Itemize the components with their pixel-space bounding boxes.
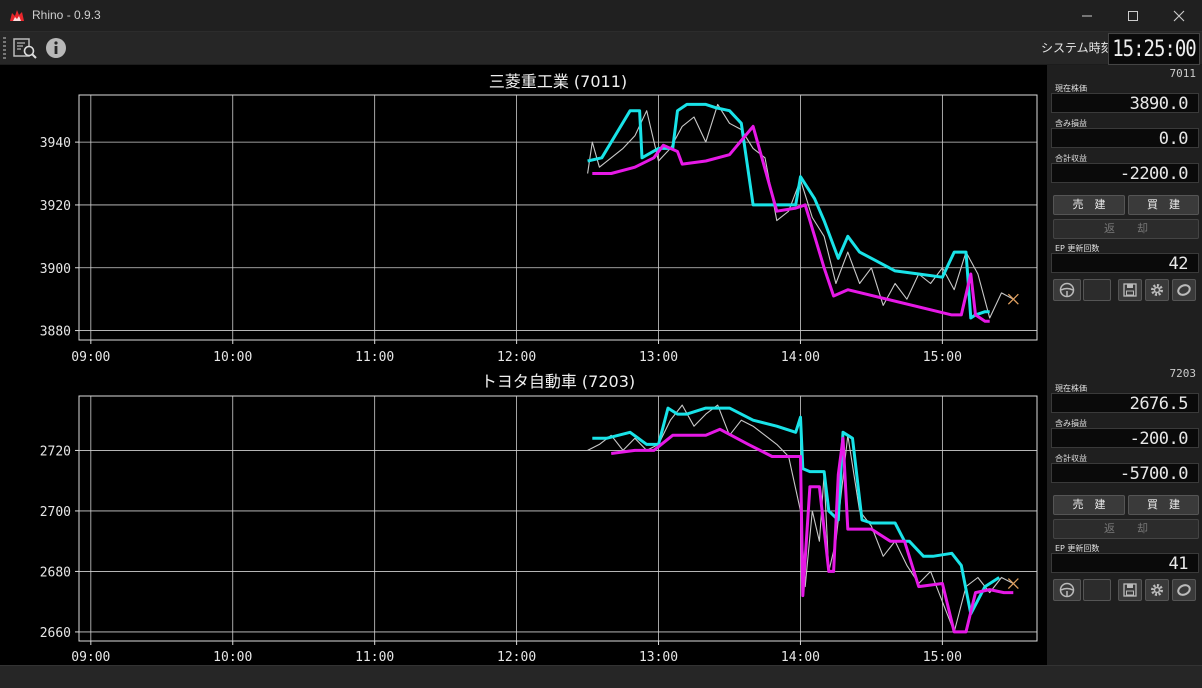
x-tick-label: 11:00 xyxy=(355,650,394,665)
y-tick-label: 2720 xyxy=(40,444,71,459)
close-icon xyxy=(1173,10,1185,21)
gear-icon xyxy=(1151,284,1163,296)
cycle-button[interactable] xyxy=(1172,279,1196,301)
unrealized-pl-label: 含み損益 xyxy=(1055,119,1087,128)
gear-icon xyxy=(1151,584,1163,596)
status-bar xyxy=(0,665,1202,688)
y-tick-label: 3920 xyxy=(40,199,71,214)
title-bar: Rhino - 0.9.3 xyxy=(0,0,1202,32)
current-price-value: 2676.5 xyxy=(1051,393,1199,414)
maximize-icon xyxy=(1128,10,1138,21)
charts-svg: 09:00 10:00 11:00 12:00 13:00 14:00 15:00 3880 3… xyxy=(40,72,1038,665)
info-icon[interactable] xyxy=(45,37,67,59)
blank-button[interactable] xyxy=(1083,579,1111,601)
chart-title: トヨタ自動車 (7203) xyxy=(481,372,635,391)
ticker-code: 7203 xyxy=(1169,367,1197,380)
x-tick-label: 09:00 xyxy=(71,650,110,665)
charts-area: 09:00 10:00 11:00 12:00 13:00 14:00 15:00 3880 3… xyxy=(0,65,1047,665)
side-panel: 7011 現在株価 3890.0 含み損益 0.0 合計収益 -2200.0 売… xyxy=(1047,65,1202,665)
total-profit-value: -2200.0 xyxy=(1051,163,1199,184)
x-tick-label: 11:00 xyxy=(355,350,394,365)
rhino-logo-icon xyxy=(10,10,24,21)
minimize-icon xyxy=(1082,15,1092,16)
chart-title: 三菱重工業 (7011) xyxy=(489,72,627,91)
x-tick-label: 09:00 xyxy=(71,350,110,365)
bid-trail-line xyxy=(592,124,990,323)
steering-wheel-icon xyxy=(1059,282,1075,298)
sell-button[interactable]: 売 建 xyxy=(1053,495,1125,515)
sell-button[interactable]: 売 建 xyxy=(1053,195,1125,215)
y-tick-label: 3880 xyxy=(40,325,71,340)
x-tick-label: 13:00 xyxy=(639,650,678,665)
save-icon xyxy=(1123,583,1137,597)
y-tick-label: 3900 xyxy=(40,262,71,277)
x-tick-label: 14:00 xyxy=(781,650,820,665)
x-tick-label: 13:00 xyxy=(639,350,678,365)
x-tick-label: 14:00 xyxy=(781,350,820,365)
x-tick-label: 10:00 xyxy=(213,350,252,365)
steering-button[interactable] xyxy=(1053,579,1081,601)
current-price-marker xyxy=(1007,293,1019,305)
settings-button[interactable] xyxy=(1145,579,1169,601)
y-tick-label: 3940 xyxy=(40,136,71,151)
plot-frame xyxy=(78,94,1038,341)
total-profit-label: 合計収益 xyxy=(1055,454,1087,463)
unrealized-pl-label: 含み損益 xyxy=(1055,419,1087,428)
total-profit-label: 合計収益 xyxy=(1055,154,1087,163)
current-price-value: 3890.0 xyxy=(1051,93,1199,114)
plot-frame xyxy=(78,395,1038,642)
price-line xyxy=(587,404,1014,633)
steering-wheel-icon xyxy=(1059,582,1075,598)
total-profit-value: -5700.0 xyxy=(1051,463,1199,484)
y-tick-label: 2660 xyxy=(40,626,71,641)
save-icon xyxy=(1123,283,1137,297)
minimize-button[interactable] xyxy=(1064,0,1110,31)
steering-button[interactable] xyxy=(1053,279,1081,301)
ep-update-count-value: 41 xyxy=(1051,553,1199,574)
current-price-label: 現在株価 xyxy=(1055,84,1087,93)
bid-trail-line xyxy=(611,427,1014,634)
loop-icon xyxy=(1177,584,1191,596)
window-title: Rhino - 0.9.3 xyxy=(32,8,101,22)
x-tick-label: 15:00 xyxy=(923,350,962,365)
current-price-label: 現在株価 xyxy=(1055,384,1087,393)
cycle-button[interactable] xyxy=(1172,579,1196,601)
blank-button[interactable] xyxy=(1083,279,1111,301)
price-line xyxy=(587,103,1014,319)
unrealized-pl-value: -200.0 xyxy=(1051,428,1199,449)
settings-button[interactable] xyxy=(1145,279,1169,301)
ep-update-count-label: EP 更新回数 xyxy=(1055,544,1100,553)
buy-button[interactable]: 買 建 xyxy=(1128,495,1199,515)
ask-trail-line xyxy=(592,406,1001,616)
toolbar xyxy=(0,32,1202,64)
toolbar-grip[interactable] xyxy=(3,37,6,59)
repay-button[interactable]: 返 却 xyxy=(1053,219,1199,239)
close-button[interactable] xyxy=(1156,0,1202,31)
ep-update-count-value: 42 xyxy=(1051,253,1199,274)
ask-trail-line xyxy=(587,102,990,320)
y-tick-label: 2700 xyxy=(40,505,71,520)
y-tick-label: 2680 xyxy=(40,565,71,580)
current-price-marker xyxy=(1007,578,1019,589)
buy-button[interactable]: 買 建 xyxy=(1128,195,1199,215)
repay-button[interactable]: 返 却 xyxy=(1053,519,1199,539)
system-time-display: 15:25:00 xyxy=(1108,32,1200,66)
x-tick-label: 15:00 xyxy=(923,650,962,665)
loop-icon xyxy=(1177,284,1191,296)
maximize-button[interactable] xyxy=(1110,0,1156,31)
unrealized-pl-value: 0.0 xyxy=(1051,128,1199,149)
save-button[interactable] xyxy=(1118,279,1142,301)
ep-update-count-label: EP 更新回数 xyxy=(1055,244,1100,253)
ticker-code: 7011 xyxy=(1169,67,1197,80)
x-tick-label: 12:00 xyxy=(497,650,536,665)
x-tick-label: 10:00 xyxy=(213,650,252,665)
system-time-label: システム時刻 xyxy=(1041,41,1113,55)
save-button[interactable] xyxy=(1118,579,1142,601)
x-tick-label: 12:00 xyxy=(497,350,536,365)
report-search-icon[interactable] xyxy=(12,36,38,60)
